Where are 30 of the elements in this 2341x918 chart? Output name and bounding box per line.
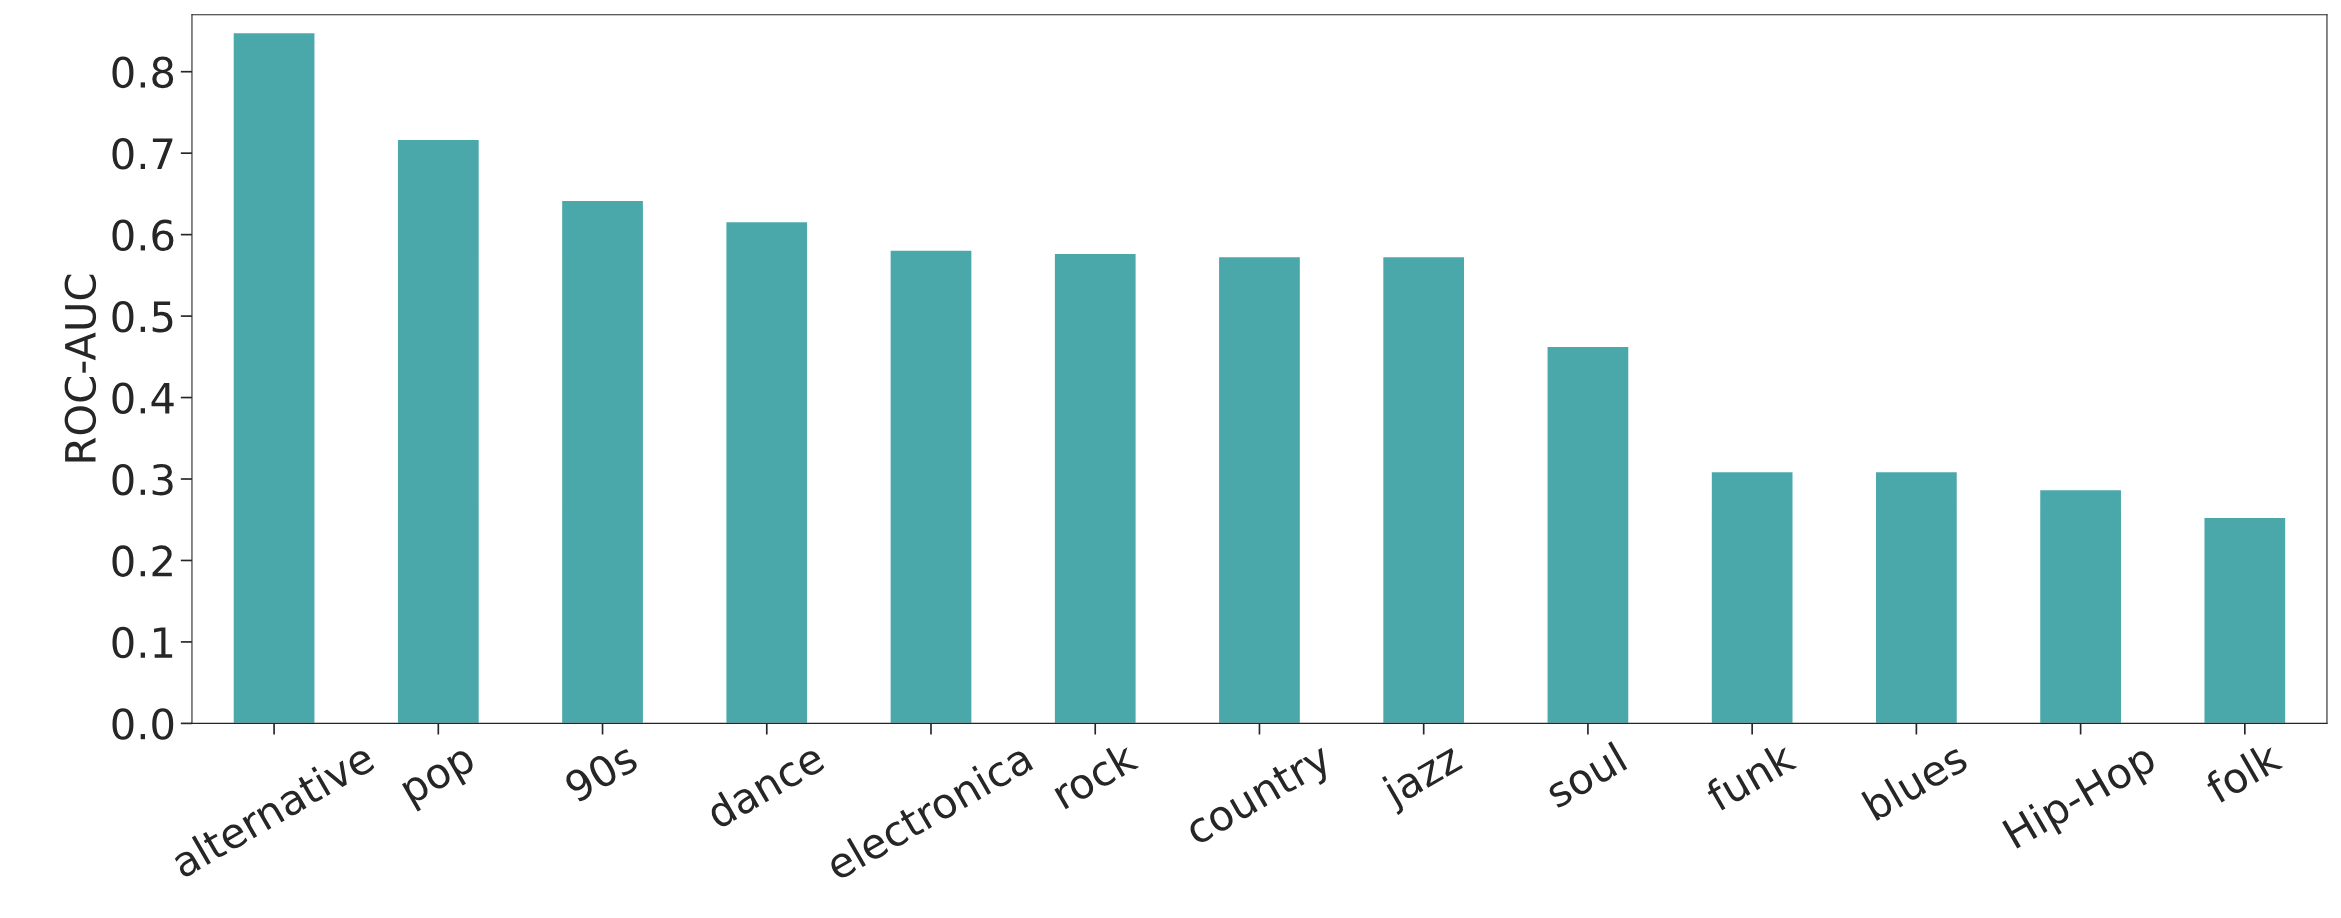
bar	[889, 249, 973, 724]
bar	[232, 31, 316, 724]
y-tick-label: 0.7	[112, 138, 173, 170]
bar	[725, 220, 809, 724]
y-tick-label: 0.1	[112, 626, 173, 659]
y-tick-label: 0.8	[112, 56, 174, 89]
x-tick-label: 90s	[562, 741, 640, 804]
y-tick-label: 0.2	[112, 545, 172, 577]
x-tick-label: rock	[1050, 739, 1140, 810]
bar	[560, 199, 645, 724]
bar	[1874, 470, 1959, 724]
bar	[2038, 488, 2123, 724]
y-tick-label: 0.3	[112, 463, 173, 496]
bar	[1053, 252, 1137, 724]
x-tick-label: folk	[2202, 739, 2284, 805]
x-tick-label: funk	[1703, 739, 1798, 813]
x-tick-label: jazz	[1377, 740, 1468, 816]
y-tick-label: 0.0	[112, 708, 174, 740]
y-axis-title: ROC-AUC	[64, 274, 97, 462]
x-tick-label: soul	[1542, 741, 1628, 809]
bar	[1546, 345, 1630, 724]
bar	[1710, 470, 1794, 724]
x-tick-label: pop	[401, 747, 481, 812]
bar	[2203, 516, 2287, 724]
y-tick-label: 0.5	[112, 300, 173, 333]
bar	[396, 138, 481, 724]
y-tick-label: 0.4	[112, 382, 174, 414]
y-tick-label: 0.6	[112, 219, 174, 252]
bar	[1217, 255, 1302, 724]
bar	[1381, 255, 1466, 724]
